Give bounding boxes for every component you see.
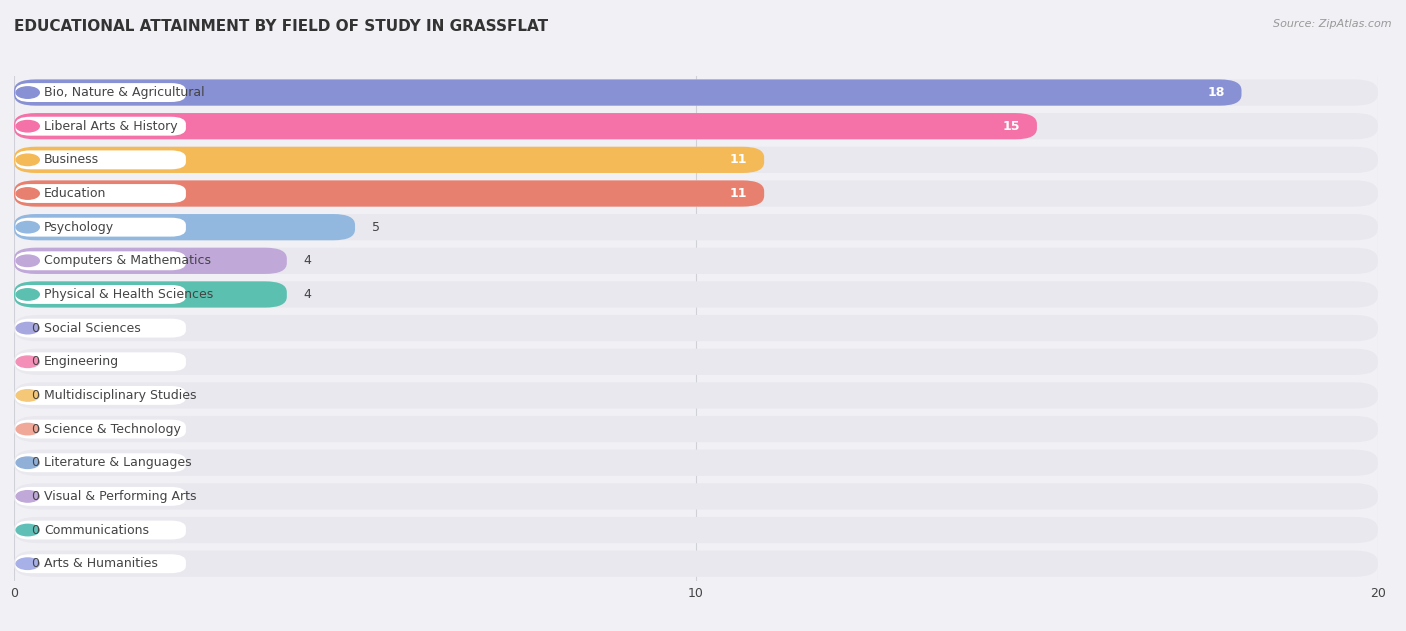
Text: Physical & Health Sciences: Physical & Health Sciences: [44, 288, 214, 301]
FancyBboxPatch shape: [15, 251, 186, 270]
FancyBboxPatch shape: [14, 281, 287, 307]
Text: 0: 0: [31, 456, 39, 469]
FancyBboxPatch shape: [14, 551, 1378, 577]
Circle shape: [15, 390, 39, 401]
Circle shape: [15, 322, 39, 334]
Circle shape: [15, 356, 39, 367]
FancyBboxPatch shape: [15, 150, 186, 169]
FancyBboxPatch shape: [15, 352, 186, 371]
FancyBboxPatch shape: [14, 147, 765, 173]
Text: Source: ZipAtlas.com: Source: ZipAtlas.com: [1274, 19, 1392, 29]
FancyBboxPatch shape: [14, 214, 1378, 240]
Text: 0: 0: [31, 524, 39, 536]
Text: Social Sciences: Social Sciences: [44, 322, 141, 334]
FancyBboxPatch shape: [14, 214, 356, 240]
FancyBboxPatch shape: [14, 349, 1378, 375]
Text: 15: 15: [1002, 120, 1019, 133]
FancyBboxPatch shape: [14, 450, 1378, 476]
Circle shape: [15, 121, 39, 132]
Circle shape: [15, 154, 39, 165]
FancyBboxPatch shape: [14, 80, 1241, 105]
FancyBboxPatch shape: [14, 315, 1378, 341]
Text: Arts & Humanities: Arts & Humanities: [44, 557, 157, 570]
Circle shape: [15, 558, 39, 569]
Text: 0: 0: [31, 557, 39, 570]
FancyBboxPatch shape: [14, 147, 1378, 173]
Text: Engineering: Engineering: [44, 355, 120, 369]
FancyBboxPatch shape: [15, 83, 186, 102]
FancyBboxPatch shape: [14, 248, 1378, 274]
Text: 0: 0: [31, 322, 39, 334]
FancyBboxPatch shape: [14, 382, 1378, 408]
FancyBboxPatch shape: [14, 416, 1378, 442]
Text: Science & Technology: Science & Technology: [44, 423, 181, 435]
Text: 11: 11: [730, 187, 747, 200]
Text: Computers & Mathematics: Computers & Mathematics: [44, 254, 211, 268]
FancyBboxPatch shape: [15, 487, 186, 506]
Text: 4: 4: [304, 288, 312, 301]
FancyBboxPatch shape: [14, 113, 1378, 139]
FancyBboxPatch shape: [15, 285, 186, 304]
Text: 0: 0: [31, 389, 39, 402]
Circle shape: [15, 221, 39, 233]
FancyBboxPatch shape: [14, 517, 1378, 543]
FancyBboxPatch shape: [15, 319, 186, 338]
Text: Psychology: Psychology: [44, 221, 114, 233]
Circle shape: [15, 87, 39, 98]
Text: 4: 4: [304, 254, 312, 268]
Text: 0: 0: [31, 490, 39, 503]
FancyBboxPatch shape: [15, 386, 186, 405]
Text: Visual & Performing Arts: Visual & Performing Arts: [44, 490, 197, 503]
Circle shape: [15, 457, 39, 468]
Circle shape: [15, 255, 39, 266]
FancyBboxPatch shape: [15, 218, 186, 237]
Text: 0: 0: [31, 355, 39, 369]
Text: Multidisciplinary Studies: Multidisciplinary Studies: [44, 389, 197, 402]
Circle shape: [15, 423, 39, 435]
Circle shape: [15, 188, 39, 199]
FancyBboxPatch shape: [14, 180, 765, 206]
FancyBboxPatch shape: [14, 80, 1378, 105]
Text: Education: Education: [44, 187, 107, 200]
FancyBboxPatch shape: [15, 554, 186, 573]
Circle shape: [15, 491, 39, 502]
FancyBboxPatch shape: [14, 180, 1378, 206]
Text: Literature & Languages: Literature & Languages: [44, 456, 191, 469]
Circle shape: [15, 524, 39, 536]
FancyBboxPatch shape: [14, 281, 1378, 307]
FancyBboxPatch shape: [15, 420, 186, 439]
Text: Business: Business: [44, 153, 100, 167]
FancyBboxPatch shape: [14, 248, 287, 274]
Circle shape: [15, 289, 39, 300]
FancyBboxPatch shape: [15, 453, 186, 472]
Text: Communications: Communications: [44, 524, 149, 536]
FancyBboxPatch shape: [15, 117, 186, 136]
FancyBboxPatch shape: [15, 184, 186, 203]
Text: 11: 11: [730, 153, 747, 167]
Text: Bio, Nature & Agricultural: Bio, Nature & Agricultural: [44, 86, 205, 99]
FancyBboxPatch shape: [15, 521, 186, 540]
FancyBboxPatch shape: [14, 483, 1378, 509]
Text: 5: 5: [373, 221, 380, 233]
Text: 0: 0: [31, 423, 39, 435]
Text: EDUCATIONAL ATTAINMENT BY FIELD OF STUDY IN GRASSFLAT: EDUCATIONAL ATTAINMENT BY FIELD OF STUDY…: [14, 19, 548, 34]
Text: 18: 18: [1208, 86, 1225, 99]
FancyBboxPatch shape: [14, 113, 1038, 139]
Text: Liberal Arts & History: Liberal Arts & History: [44, 120, 177, 133]
